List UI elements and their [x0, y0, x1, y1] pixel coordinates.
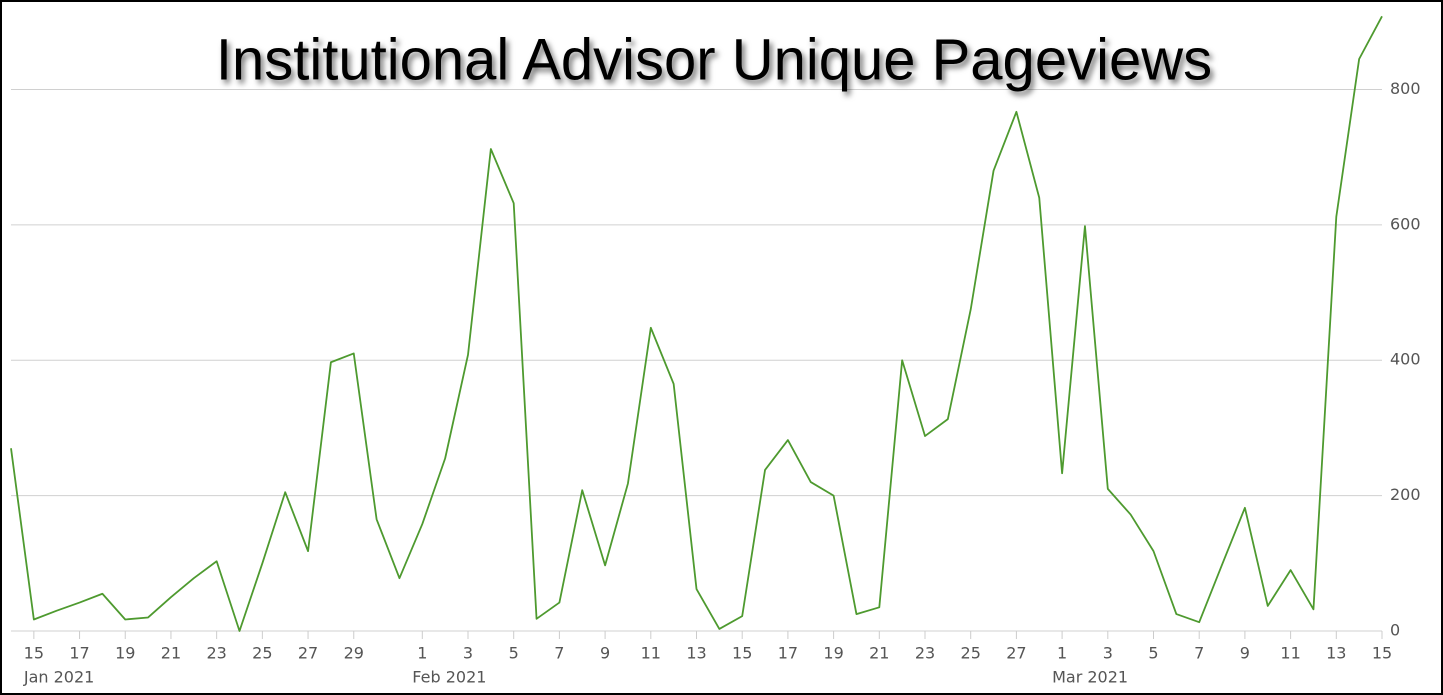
- y-tick-label: 400: [1390, 350, 1421, 369]
- x-tick-label: 27: [298, 644, 318, 663]
- x-tick-label: 29: [344, 644, 364, 663]
- x-tick-label: 1: [1057, 644, 1067, 663]
- x-tick-label: 21: [161, 644, 181, 663]
- x-tick-label: 23: [915, 644, 935, 663]
- x-tick-label: 9: [600, 644, 610, 663]
- x-tick-label: 25: [252, 644, 272, 663]
- x-tick-label: 7: [1194, 644, 1204, 663]
- x-tick-label: 3: [463, 644, 473, 663]
- x-month-label: Jan 2021: [23, 668, 94, 687]
- x-tick-label: 3: [1103, 644, 1113, 663]
- data-line: [10, 15, 1383, 632]
- x-tick-label: 25: [961, 644, 981, 663]
- x-tick-label: 11: [641, 644, 661, 663]
- x-tick-label: 17: [69, 644, 89, 663]
- x-month-label: Mar 2021: [1052, 668, 1128, 687]
- x-tick-label: 19: [823, 644, 843, 663]
- x-tick-label: 11: [1280, 644, 1300, 663]
- y-tick-label: 200: [1390, 485, 1421, 504]
- x-tick-label: 19: [115, 644, 135, 663]
- x-tick-label: 13: [686, 644, 706, 663]
- x-tick-label: 27: [1006, 644, 1026, 663]
- y-tick-label: 800: [1390, 79, 1421, 98]
- x-tick-label: 15: [1372, 644, 1392, 663]
- y-tick-label: 600: [1390, 214, 1421, 233]
- x-tick-label: 17: [778, 644, 798, 663]
- x-tick-label: 15: [732, 644, 752, 663]
- x-tick-label: 9: [1240, 644, 1250, 663]
- x-tick-label: 23: [206, 644, 226, 663]
- x-tick-label: 1: [417, 644, 427, 663]
- chart-title: Institutional Advisor Unique Pageviews: [216, 27, 1212, 92]
- x-tick-label: 15: [24, 644, 44, 663]
- y-tick-label: 0: [1390, 621, 1400, 640]
- x-tick-label: 13: [1326, 644, 1346, 663]
- x-tick-label: 5: [1148, 644, 1158, 663]
- x-tick-label: 5: [509, 644, 519, 663]
- x-tick-label: 7: [554, 644, 564, 663]
- x-month-label: Feb 2021: [412, 668, 486, 687]
- x-tick-label: 21: [869, 644, 889, 663]
